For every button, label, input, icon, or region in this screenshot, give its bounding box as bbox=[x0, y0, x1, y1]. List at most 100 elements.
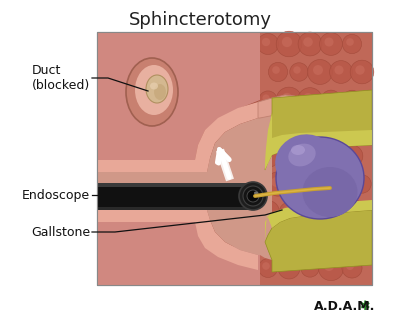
Polygon shape bbox=[97, 32, 210, 285]
Circle shape bbox=[278, 257, 300, 279]
Ellipse shape bbox=[146, 75, 168, 103]
Circle shape bbox=[308, 60, 332, 84]
Circle shape bbox=[353, 175, 371, 193]
Circle shape bbox=[301, 259, 319, 277]
Circle shape bbox=[282, 93, 292, 103]
Circle shape bbox=[271, 177, 281, 187]
Circle shape bbox=[330, 60, 352, 84]
Circle shape bbox=[355, 65, 365, 75]
Circle shape bbox=[356, 178, 364, 186]
Circle shape bbox=[341, 145, 363, 167]
Circle shape bbox=[262, 205, 270, 215]
Polygon shape bbox=[265, 200, 372, 242]
Ellipse shape bbox=[288, 144, 316, 166]
Ellipse shape bbox=[154, 84, 166, 100]
Text: Duct
(blocked): Duct (blocked) bbox=[32, 64, 90, 92]
Circle shape bbox=[266, 228, 290, 252]
Circle shape bbox=[268, 62, 288, 82]
Circle shape bbox=[334, 65, 344, 75]
Circle shape bbox=[345, 205, 355, 215]
Text: Sphincterotomy: Sphincterotomy bbox=[128, 11, 272, 29]
Circle shape bbox=[346, 94, 354, 102]
Circle shape bbox=[303, 37, 313, 47]
Circle shape bbox=[318, 255, 344, 281]
Circle shape bbox=[320, 33, 342, 55]
Ellipse shape bbox=[254, 191, 258, 195]
Text: Endoscope: Endoscope bbox=[22, 188, 90, 202]
Polygon shape bbox=[97, 207, 255, 210]
Polygon shape bbox=[97, 102, 258, 172]
Circle shape bbox=[239, 182, 267, 210]
Circle shape bbox=[298, 32, 322, 56]
Circle shape bbox=[335, 122, 343, 130]
Circle shape bbox=[318, 199, 344, 225]
Circle shape bbox=[309, 173, 331, 195]
Circle shape bbox=[311, 231, 329, 249]
Text: ✱: ✱ bbox=[360, 300, 370, 313]
Circle shape bbox=[339, 199, 365, 225]
Ellipse shape bbox=[275, 134, 335, 190]
Circle shape bbox=[304, 150, 312, 158]
Polygon shape bbox=[265, 90, 372, 170]
Circle shape bbox=[258, 34, 278, 54]
FancyBboxPatch shape bbox=[97, 32, 372, 285]
Circle shape bbox=[304, 206, 312, 214]
Ellipse shape bbox=[135, 65, 173, 115]
Circle shape bbox=[325, 150, 333, 158]
Circle shape bbox=[314, 122, 322, 131]
Text: A.D.A.M.: A.D.A.M. bbox=[314, 300, 375, 313]
Circle shape bbox=[266, 172, 290, 196]
Circle shape bbox=[262, 94, 270, 102]
Circle shape bbox=[342, 90, 362, 110]
Circle shape bbox=[346, 150, 354, 158]
Circle shape bbox=[301, 203, 319, 221]
Polygon shape bbox=[97, 210, 258, 270]
Circle shape bbox=[256, 201, 280, 223]
Circle shape bbox=[250, 193, 256, 199]
Circle shape bbox=[279, 202, 299, 222]
Circle shape bbox=[293, 178, 301, 186]
Circle shape bbox=[289, 174, 309, 194]
Circle shape bbox=[272, 122, 280, 130]
Circle shape bbox=[262, 262, 270, 270]
Circle shape bbox=[313, 65, 323, 75]
Circle shape bbox=[356, 122, 364, 130]
Circle shape bbox=[276, 87, 302, 113]
Circle shape bbox=[276, 31, 302, 57]
Circle shape bbox=[309, 117, 331, 139]
Circle shape bbox=[304, 262, 312, 270]
Circle shape bbox=[247, 190, 259, 202]
Circle shape bbox=[271, 233, 281, 243]
Polygon shape bbox=[97, 32, 260, 160]
Circle shape bbox=[283, 262, 291, 270]
Circle shape bbox=[351, 229, 373, 251]
Circle shape bbox=[283, 150, 291, 158]
Circle shape bbox=[293, 234, 301, 242]
Polygon shape bbox=[265, 210, 372, 272]
Ellipse shape bbox=[291, 145, 305, 155]
Circle shape bbox=[324, 205, 334, 215]
Circle shape bbox=[282, 37, 292, 47]
Circle shape bbox=[320, 146, 342, 166]
Circle shape bbox=[298, 88, 322, 112]
Circle shape bbox=[324, 37, 334, 46]
Circle shape bbox=[314, 178, 322, 187]
Circle shape bbox=[342, 258, 362, 278]
Polygon shape bbox=[97, 210, 260, 285]
Circle shape bbox=[314, 234, 322, 242]
Circle shape bbox=[283, 206, 291, 214]
Ellipse shape bbox=[302, 167, 358, 217]
Circle shape bbox=[350, 60, 374, 84]
Circle shape bbox=[346, 38, 354, 46]
Circle shape bbox=[325, 94, 333, 102]
Circle shape bbox=[256, 145, 280, 167]
Circle shape bbox=[303, 93, 313, 103]
Text: Gallstone: Gallstone bbox=[31, 226, 90, 238]
Circle shape bbox=[290, 63, 308, 81]
Circle shape bbox=[352, 118, 372, 138]
Ellipse shape bbox=[276, 137, 364, 219]
Circle shape bbox=[268, 118, 288, 138]
Circle shape bbox=[272, 66, 280, 74]
Circle shape bbox=[300, 146, 320, 166]
Circle shape bbox=[243, 186, 263, 206]
